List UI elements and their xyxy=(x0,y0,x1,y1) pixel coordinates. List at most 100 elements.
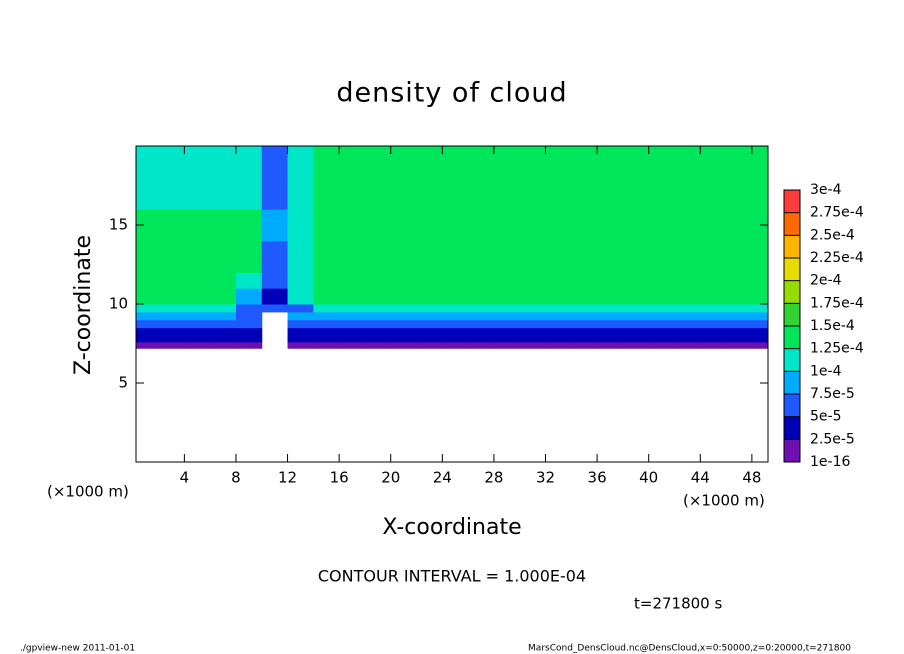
field-cell xyxy=(442,304,469,313)
field-cell xyxy=(726,288,753,305)
field-cell xyxy=(158,304,185,313)
field-cell xyxy=(339,311,366,321)
field-cell xyxy=(545,311,572,321)
field-cell xyxy=(416,209,443,242)
field-cell xyxy=(390,327,418,337)
field-cell xyxy=(235,240,263,273)
field-cell xyxy=(519,177,547,210)
field-cell xyxy=(287,341,314,349)
field-cell xyxy=(674,304,701,313)
field-cell xyxy=(339,319,366,329)
field-cell xyxy=(287,146,314,179)
field-cell xyxy=(622,311,650,321)
field-cell xyxy=(545,319,572,329)
field-cell xyxy=(136,304,160,313)
field-cell xyxy=(726,311,753,321)
field-cell xyxy=(597,146,624,179)
contour-interval: CONTOUR INTERVAL = 1.000E-04 xyxy=(318,567,586,586)
field-cell xyxy=(571,209,598,242)
field-cell xyxy=(468,146,495,179)
colorbar-band xyxy=(784,235,800,259)
field-cell xyxy=(364,240,392,273)
field-cell xyxy=(339,240,366,273)
field-cell xyxy=(158,319,185,329)
field-cell xyxy=(571,335,598,343)
y-tick-label: 15 xyxy=(109,216,128,234)
colorbar-band xyxy=(784,280,800,304)
colorbar-label: 1.5e-4 xyxy=(810,318,855,334)
field-cell xyxy=(184,240,211,273)
field-cell xyxy=(442,327,469,337)
field-cell xyxy=(519,304,547,313)
field-cell xyxy=(726,272,753,289)
field-cell xyxy=(622,272,650,289)
field-cell xyxy=(597,209,624,242)
field-cell xyxy=(210,304,237,313)
colorbar-band xyxy=(784,371,800,395)
field-cell xyxy=(751,327,768,337)
field-cell xyxy=(674,311,701,321)
field-cell xyxy=(597,341,624,349)
field-cell xyxy=(364,341,392,349)
field-cell xyxy=(390,341,418,349)
field-cell xyxy=(210,272,237,289)
field-cell xyxy=(364,335,392,343)
field-cell xyxy=(571,341,598,349)
field-cell xyxy=(287,240,314,273)
colorbar-label: 1.75e-4 xyxy=(810,295,864,311)
x-tick-label: 16 xyxy=(330,469,349,487)
field-cell xyxy=(442,311,469,321)
field-cell xyxy=(571,177,598,210)
field-cell xyxy=(493,311,521,321)
field-cell xyxy=(622,209,650,242)
field-cell xyxy=(519,288,547,305)
field-cell xyxy=(416,341,443,349)
field-cell xyxy=(210,311,237,321)
field-cell xyxy=(442,288,469,305)
x-tick-label: 24 xyxy=(433,469,452,487)
x-tick-label: 44 xyxy=(691,469,710,487)
field-cell xyxy=(235,341,263,349)
colorbar-label: 2e-4 xyxy=(810,273,842,289)
field-cell xyxy=(287,272,314,289)
field-cell xyxy=(700,288,727,305)
field-cell xyxy=(648,327,675,337)
field-cell xyxy=(261,272,289,289)
field-cell xyxy=(674,272,701,289)
field-cell xyxy=(390,272,418,289)
colorbar-band xyxy=(784,394,800,417)
field-cell xyxy=(493,288,521,305)
field-cell xyxy=(751,311,768,321)
x-unit: (×1000 m) xyxy=(47,483,129,501)
field-cell xyxy=(235,288,263,305)
colorbar-label: 1e-4 xyxy=(810,363,842,379)
field-cell xyxy=(390,311,418,321)
field-cell xyxy=(442,341,469,349)
colorbar-band xyxy=(784,326,800,349)
field-cell xyxy=(622,240,650,273)
field-cell xyxy=(493,327,521,337)
field-cell xyxy=(235,304,263,313)
field-cell xyxy=(493,209,521,242)
field-cell xyxy=(700,327,727,337)
field-cell xyxy=(339,272,366,289)
field-cell xyxy=(597,272,624,289)
field-cell xyxy=(622,146,650,179)
field-cell xyxy=(751,341,768,349)
field-cell xyxy=(158,327,185,337)
field-cell xyxy=(648,209,675,242)
field-cell xyxy=(493,177,521,210)
field-cell xyxy=(210,319,237,329)
field-cell xyxy=(726,319,753,329)
field-cell xyxy=(597,335,624,343)
field-cell xyxy=(519,311,547,321)
field-cell xyxy=(313,240,340,273)
field-cell xyxy=(136,240,160,273)
field-cell xyxy=(726,304,753,313)
field-cell xyxy=(235,272,263,289)
field-cell xyxy=(235,177,263,210)
field-cell xyxy=(648,272,675,289)
field-cell xyxy=(184,327,211,337)
field-cell xyxy=(468,272,495,289)
field-cell xyxy=(136,335,160,343)
